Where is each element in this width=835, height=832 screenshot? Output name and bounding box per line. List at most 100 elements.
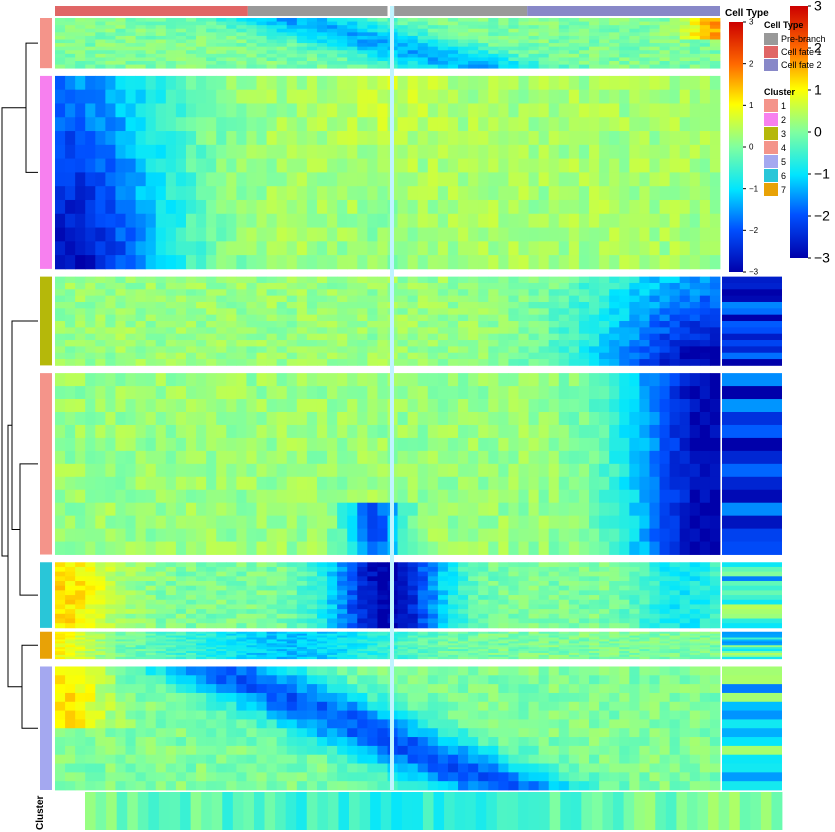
heatmap-cell: [196, 21, 207, 26]
heatmap-cell: [528, 327, 540, 335]
heatmap-cell: [175, 301, 187, 309]
heatmap-cell: [518, 489, 529, 504]
heatmap-cell: [699, 186, 711, 201]
heatmap-cell: [65, 53, 76, 58]
heatmap-cell: [599, 424, 610, 439]
heatmap-cell: [266, 412, 278, 426]
heatmap-cell: [125, 399, 137, 413]
heatmap-cell: [609, 295, 620, 303]
heatmap-cell: [488, 75, 499, 91]
heatmap-cell: [437, 562, 449, 568]
heatmap-cell: [165, 327, 177, 335]
heatmap-cell: [639, 35, 650, 40]
heatmap-cell: [125, 359, 137, 366]
heatmap-cell: [165, 43, 177, 48]
heatmap-cell: [669, 633, 681, 636]
heatmap-cell: [196, 314, 207, 322]
heatmap-cell: [498, 172, 509, 187]
heatmap-cell: [488, 327, 499, 335]
heatmap-cell: [357, 541, 368, 555]
heatmap-cell: [397, 75, 409, 91]
heatmap-cell: [246, 633, 257, 636]
heatmap-cell: [568, 613, 580, 619]
heatmap-cell: [296, 359, 308, 366]
heatmap-cell: [226, 50, 237, 55]
heatmap-cell: [589, 399, 600, 413]
heatmap-cell: [498, 227, 509, 242]
heatmap-cell: [437, 276, 449, 284]
heatmap-cell: [669, 635, 681, 638]
heatmap-cell: [558, 637, 570, 640]
heatmap-cell: [599, 314, 610, 322]
heatmap-cell: [246, 25, 257, 30]
heatmap-cell: [508, 213, 519, 228]
heatmap-cell: [316, 186, 328, 201]
heatmap-cell: [498, 581, 509, 587]
heatmap-cell: [538, 566, 550, 573]
heatmap-cell: [145, 131, 157, 146]
heatmap-cell: [165, 103, 177, 118]
heatmap-cell: [538, 314, 550, 322]
heatmap-cell: [185, 25, 197, 30]
heatmap-cell: [115, 359, 126, 366]
heatmap-cell: [689, 308, 701, 316]
heatmap-cell: [95, 412, 106, 426]
heatmap-cell: [478, 103, 489, 118]
heatmap-cell: [135, 308, 147, 316]
heatmap-cell: [478, 295, 489, 303]
heatmap-cell: [296, 641, 308, 644]
heatmap-cell: [236, 450, 247, 465]
heatmap-cell: [508, 308, 519, 316]
heatmap-cell: [407, 276, 419, 284]
heatmap-cell: [458, 352, 469, 360]
heatmap-cell: [397, 276, 409, 284]
heatmap-cell: [55, 308, 66, 316]
heatmap-cell: [468, 186, 479, 201]
heatmap-cell: [689, 43, 701, 48]
heatmap-cell: [619, 57, 630, 62]
heatmap-cell: [679, 282, 691, 290]
heatmap-cell: [397, 635, 409, 638]
heatmap-cell: [357, 623, 368, 629]
heatmap-cell: [85, 186, 96, 201]
heatmap-cell: [458, 346, 469, 354]
heatmap-cell: [95, 39, 106, 44]
heatmap-cell: [85, 308, 96, 316]
heatmap-cell: [226, 618, 237, 624]
heatmap-cell: [276, 39, 288, 44]
heatmap-cell: [135, 359, 147, 366]
heatmap-cell: [619, 463, 630, 478]
heatmap-cell: [437, 314, 449, 322]
heatmap-cell: [518, 39, 529, 44]
heatmap-cell: [266, 321, 278, 328]
heatmap-cell: [699, 35, 711, 40]
heatmap-cell: [196, 639, 207, 642]
heatmap-cell: [135, 327, 147, 335]
heatmap-cell: [357, 158, 368, 173]
heatmap-cell: [538, 633, 550, 636]
heatmap-cell: [236, 631, 247, 635]
heatmap-cell: [538, 75, 550, 91]
heatmap-cell: [578, 28, 590, 33]
heatmap-cell: [407, 64, 419, 69]
heatmap-cell: [377, 158, 388, 173]
heatmap-cell: [206, 199, 217, 215]
heatmap-cell: [478, 35, 489, 40]
heatmap-cell: [437, 199, 449, 215]
heatmap-cell: [105, 623, 116, 629]
heatmap-cell: [589, 172, 600, 187]
heatmap-cell: [619, 489, 630, 504]
heatmap-cell: [135, 463, 147, 478]
heatmap-cell: [206, 289, 217, 297]
heatmap-cell: [679, 57, 691, 62]
heatmap-cell: [699, 463, 711, 478]
heatmap-cell: [528, 32, 540, 37]
heatmap-cell: [296, 32, 308, 37]
heatmap-cell: [236, 633, 247, 636]
heatmap-cell: [105, 386, 116, 400]
heatmap-cell: [377, 515, 388, 530]
heatmap-cell: [327, 450, 338, 465]
heatmap-cell: [135, 635, 147, 638]
heatmap-cell: [196, 25, 207, 30]
heatmap-cell: [578, 566, 590, 573]
